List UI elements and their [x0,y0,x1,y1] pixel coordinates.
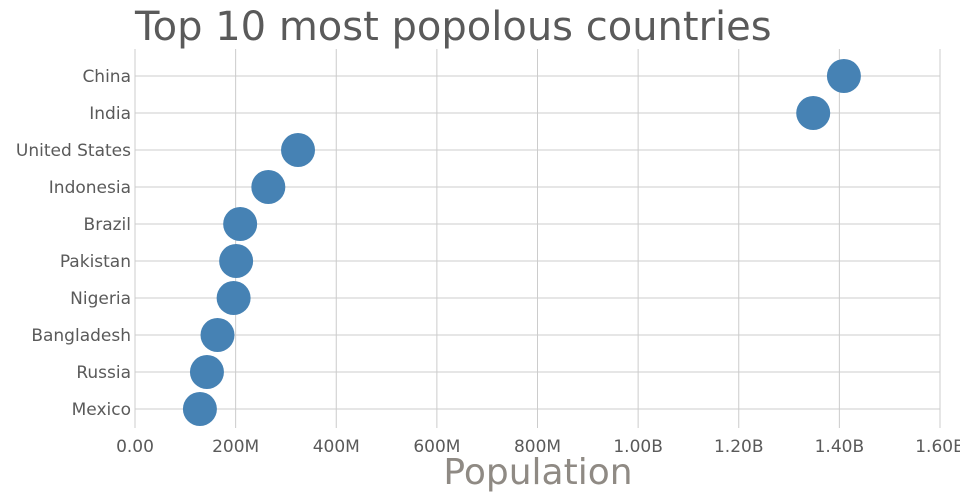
y-tick-label: India [89,104,131,124]
x-tick-label: 1.40B [815,437,865,457]
data-point [223,207,258,241]
x-tick-label: 600M [413,437,460,457]
data-point [251,170,286,204]
y-tick-label: Bangladesh [31,326,131,346]
y-tick-label: Nigeria [70,289,131,309]
x-tick-label: 0.00 [116,437,154,457]
x-tick-label: 1.60B [915,437,960,457]
y-tick-label: Brazil [84,215,131,235]
grid [134,49,941,428]
data-point [796,96,831,130]
data-point [200,318,235,352]
y-tick-label: China [82,67,131,87]
x-tick-label: 200M [212,437,259,457]
y-tick-label: Indonesia [49,178,131,198]
data-point [216,281,251,315]
x-tick-label: 1.20B [714,437,764,457]
data-point [189,355,224,389]
data-point [826,59,861,93]
data-point [281,133,316,167]
y-tick-label: United States [16,141,131,161]
data-points [182,59,861,426]
x-tick-label: 1.00B [613,437,663,457]
x-axis-title: Population [443,452,632,493]
x-axis-tick-labels: 0.00 200M 400M 600M 800M 1.00B 1.20B 1.40B 1.60B [116,437,960,457]
y-axis-tick-labels: China India United States Indonesia Brazil Pa… [16,67,131,420]
y-tick-label: Russia [76,363,131,383]
x-tick-label: 400M [313,437,360,457]
data-point [219,244,254,278]
y-tick-label: Pakistan [60,252,131,272]
data-point [182,392,217,426]
chart-title: Top 10 most popolous countries [134,4,772,50]
x-tick-label: 800M [514,437,561,457]
y-tick-label: Mexico [72,400,131,420]
